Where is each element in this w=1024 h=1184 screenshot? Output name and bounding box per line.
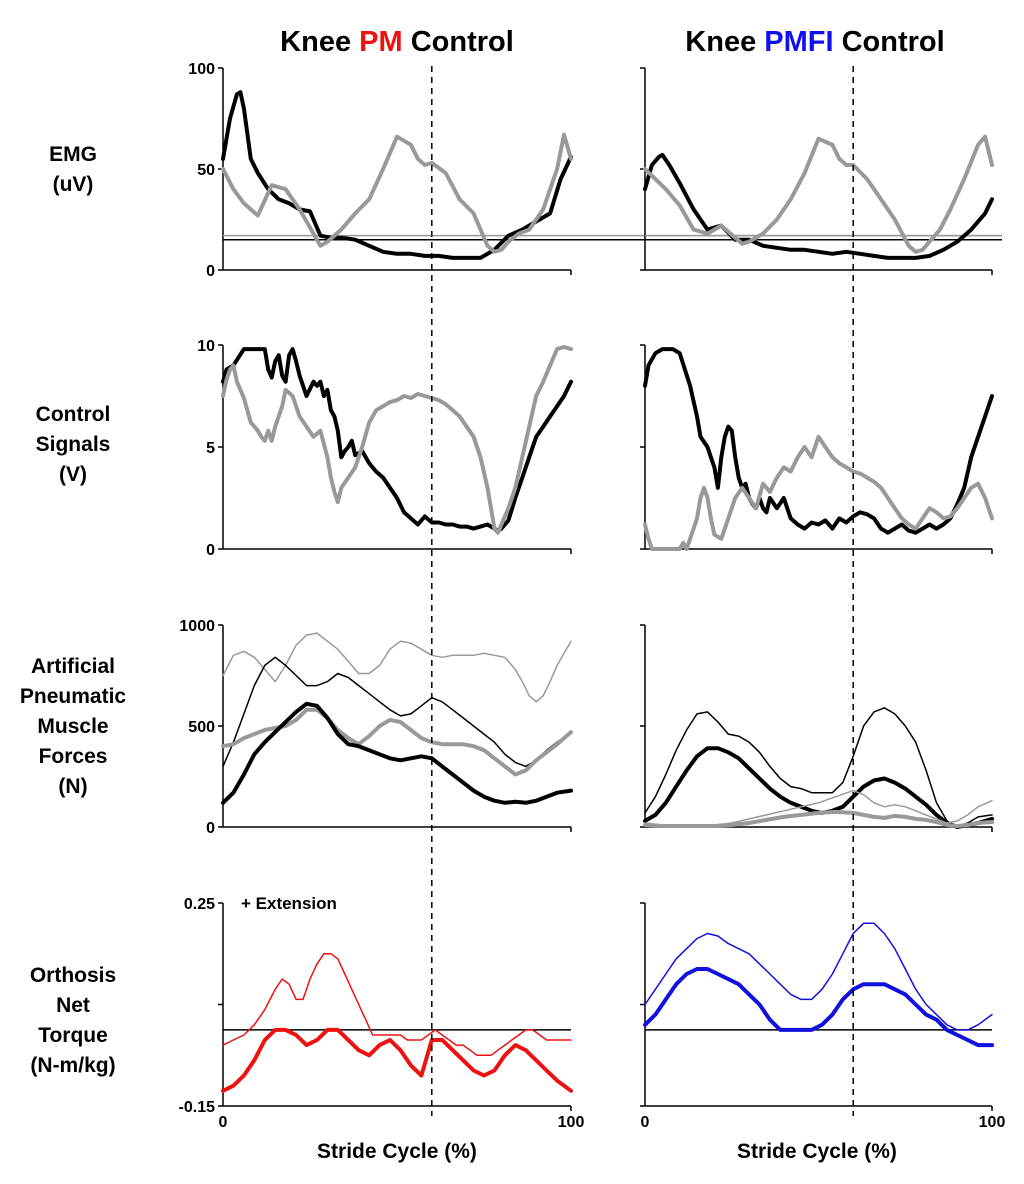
row-label-line: Orthosis bbox=[30, 964, 116, 987]
x-tick-label-left-0: 0 bbox=[219, 1114, 228, 1131]
series-line bbox=[221, 347, 573, 533]
annotation-extension: + Extension bbox=[241, 894, 337, 913]
series-line bbox=[643, 434, 994, 551]
series-line bbox=[221, 90, 573, 260]
series-line bbox=[644, 922, 993, 1031]
x-axis-label-left: Stride Cycle (%) bbox=[317, 1140, 477, 1163]
row-label-line: (V) bbox=[59, 463, 87, 486]
series-line bbox=[222, 953, 572, 1057]
y-tick-label: 0 bbox=[206, 820, 215, 837]
chart-panel: -0.15 0.25 + Extension bbox=[179, 894, 573, 1116]
column-title-pmfi: Knee PMFI Control bbox=[685, 26, 944, 58]
series-line bbox=[221, 707, 573, 777]
x-tick-label-right-0: 0 bbox=[641, 1114, 650, 1131]
x-axis-label-right: Stride Cycle (%) bbox=[737, 1140, 897, 1163]
vertical-reference-lines bbox=[431, 66, 854, 1116]
row-label-line: Artificial bbox=[31, 655, 115, 678]
series-line bbox=[222, 656, 572, 768]
row-label-line: (N) bbox=[58, 775, 87, 798]
x-tick-label-right-100: 100 bbox=[979, 1114, 1006, 1131]
row-labels: EMG (uV) Control Signals (V) Artificial Pneuma… bbox=[20, 143, 127, 1077]
x-tick-label-left-100: 100 bbox=[558, 1114, 585, 1131]
row-label-line: Control bbox=[36, 403, 111, 426]
series-line bbox=[643, 746, 994, 829]
series-line bbox=[221, 1027, 573, 1093]
series-line bbox=[221, 701, 573, 805]
chart-panel bbox=[640, 624, 994, 832]
row-label-line: Signals bbox=[36, 433, 111, 456]
chart-panel bbox=[640, 67, 1002, 275]
y-tick-label: -0.15 bbox=[179, 1099, 216, 1116]
row-label-line: (N-m/kg) bbox=[30, 1054, 115, 1077]
series-line bbox=[221, 132, 573, 254]
row-label-line: Torque bbox=[38, 1024, 108, 1047]
y-tick-label: 500 bbox=[188, 719, 215, 736]
series-line bbox=[222, 632, 572, 703]
y-tick-label: 0 bbox=[206, 263, 215, 280]
series-line bbox=[644, 707, 993, 828]
series-line bbox=[643, 347, 994, 535]
row-label-line: (uV) bbox=[53, 173, 94, 196]
series-line bbox=[643, 809, 994, 828]
y-tick-label: 10 bbox=[197, 338, 215, 355]
series-line bbox=[643, 134, 994, 254]
row-label-line: Pneumatic bbox=[20, 685, 127, 708]
y-tick-label: 5 bbox=[206, 440, 215, 457]
y-tick-label: 0 bbox=[206, 542, 215, 559]
chart-panel: 0 500 1000 bbox=[179, 618, 573, 837]
row-label-line: Net bbox=[56, 994, 90, 1017]
row-label-line: Muscle bbox=[37, 715, 108, 738]
chart-panel: 0 50 100 bbox=[188, 61, 1002, 280]
y-tick-label: 100 bbox=[188, 61, 215, 78]
chart-panel: 0 5 10 bbox=[197, 338, 573, 559]
y-tick-label: 0.25 bbox=[184, 896, 215, 913]
row-label-line: Forces bbox=[39, 745, 108, 768]
series-line bbox=[643, 152, 994, 260]
row-label-line: EMG bbox=[49, 143, 97, 166]
y-tick-label: 1000 bbox=[179, 618, 215, 635]
series-line bbox=[643, 967, 994, 1048]
column-titles: Knee PM Control Knee PMFI Control bbox=[280, 26, 945, 58]
chart-panel bbox=[640, 902, 994, 1111]
chart-panel bbox=[640, 344, 994, 554]
column-title-pm: Knee PM Control bbox=[280, 26, 514, 58]
series-line bbox=[221, 345, 573, 535]
y-tick-label: 50 bbox=[197, 162, 215, 179]
x-axis-labels: 0 100 0 100 Stride Cycle (%) Stride Cycl… bbox=[219, 1114, 1006, 1163]
